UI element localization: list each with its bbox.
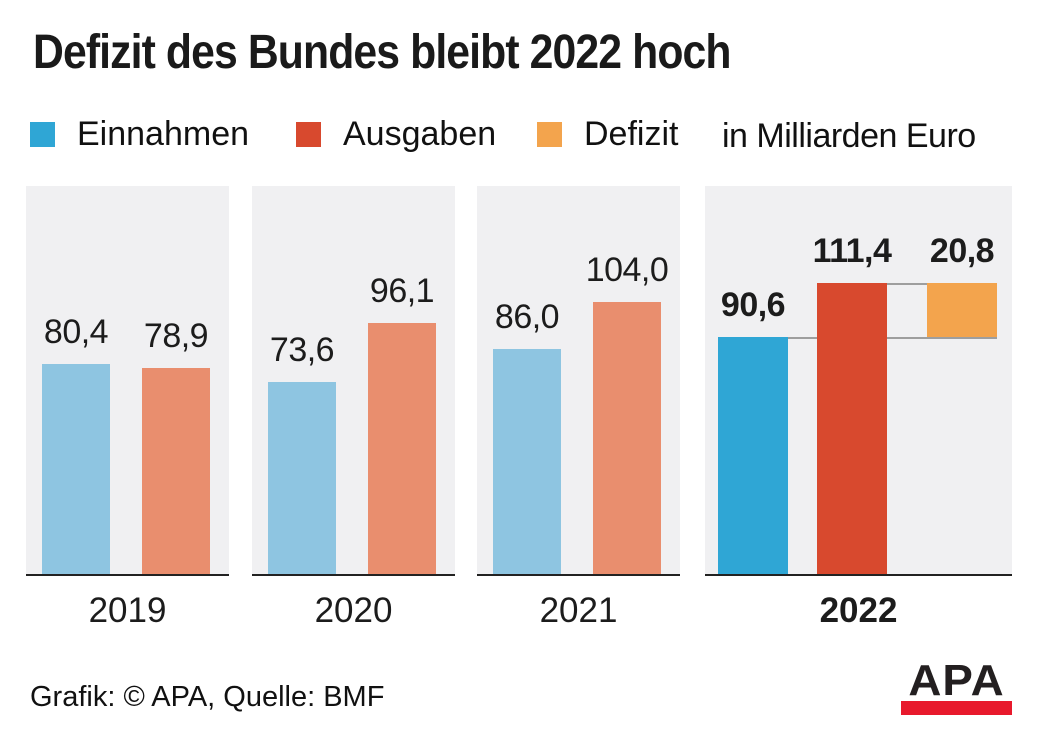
legend-item-einnahmen: Einnahmen [30,115,250,153]
footer-credit: Grafik: © APA, Quelle: BMF [30,681,385,713]
apa-logo: APA [901,656,1012,715]
value-label-ausgaben: 78,9 [143,317,209,355]
value-label-einnahmen: 73,6 [269,331,335,369]
value-label-einnahmen: 86,0 [494,298,560,336]
value-label-defizit: 20,8 [929,232,995,270]
axis-line [705,574,1012,576]
apa-logo-red-bar [901,701,1012,715]
legend-item-defizit: Defizit [537,115,679,153]
bar-einnahmen [42,364,110,574]
legend-label-defizit: Defizit [584,115,679,153]
axis-line [252,574,455,576]
bar-ausgaben [142,368,210,574]
einnahmen-swatch-icon [30,121,55,147]
connector-line-ausgaben-level [887,283,927,285]
category-label: 2022 [819,591,898,630]
ausgaben-swatch-icon [296,121,321,147]
legend-label-einnahmen: Einnahmen [77,115,250,153]
bar-ausgaben [593,302,661,574]
value-label-ausgaben: 96,1 [369,272,435,310]
value-label-einnahmen: 80,4 [43,313,109,351]
bar-einnahmen [268,382,336,574]
category-label: 2021 [539,591,618,630]
axis-line [26,574,229,576]
unit-label: in Milliarden Euro [722,117,976,155]
defizit-swatch-icon [537,121,562,147]
bar-ausgaben [817,283,887,574]
bar-ausgaben [368,323,436,574]
value-label-ausgaben: 104,0 [585,251,669,289]
bar-einnahmen [493,349,561,574]
legend-label-ausgaben: Ausgaben [343,115,497,153]
value-label-einnahmen: 90,6 [720,286,786,324]
bar-defizit [927,283,997,337]
chart-title: Defizit des Bundes bleibt 2022 hoch [33,26,732,79]
category-label: 2020 [314,591,393,630]
axis-line [477,574,680,576]
category-label: 2019 [88,591,167,630]
legend-item-ausgaben: Ausgaben [296,115,497,153]
value-label-ausgaben: 111,4 [812,232,892,270]
bar-einnahmen [718,337,788,574]
connector-line-einnahmen-level [788,337,997,339]
apa-logo-text: APA [908,656,1005,705]
